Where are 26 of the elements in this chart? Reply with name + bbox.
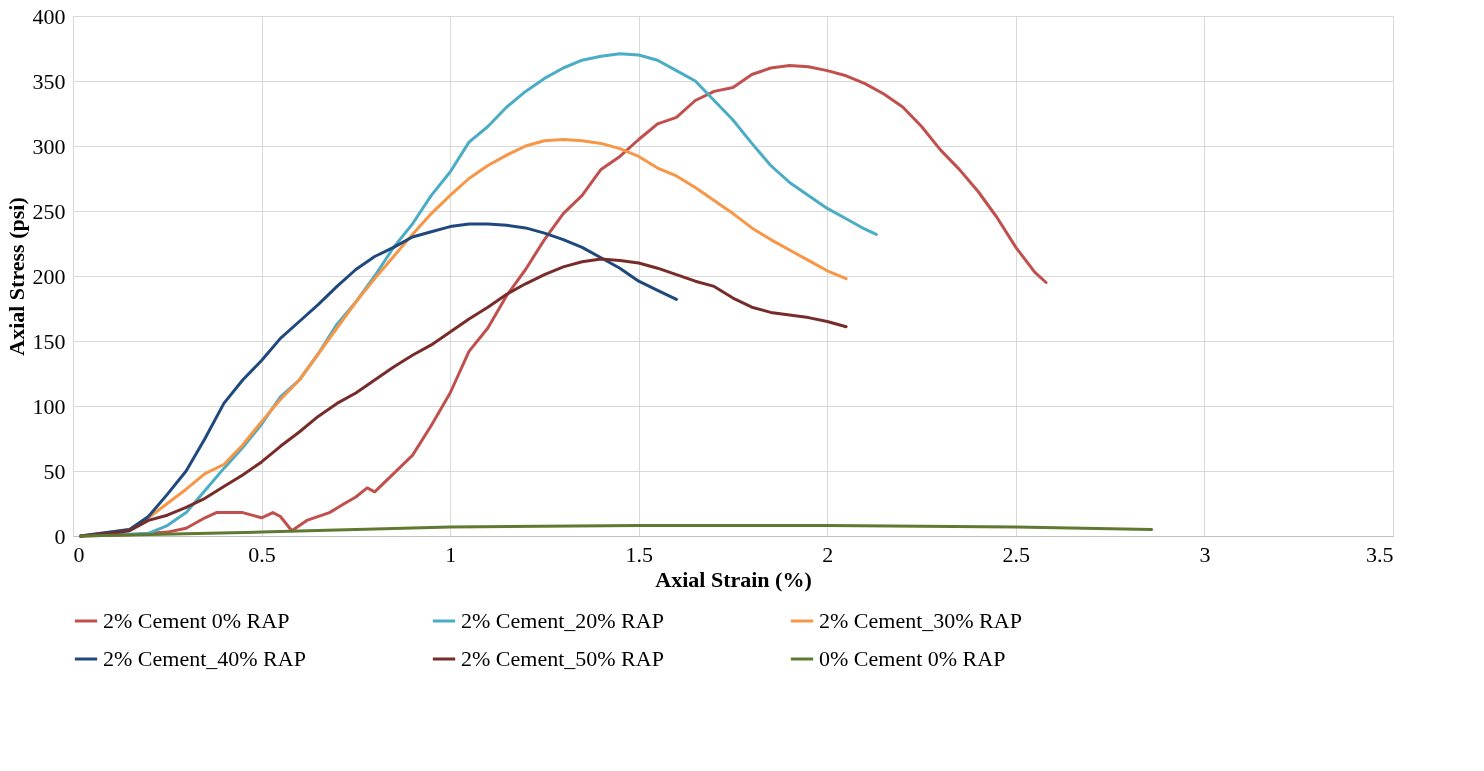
y-tick-label: 350 (32, 68, 66, 94)
y-tick-label: 300 (32, 133, 66, 159)
y-tick-label: 150 (32, 328, 66, 354)
legend-label: 2% Cement_20% RAP (461, 608, 664, 633)
x-tick-label: 3.5 (1366, 541, 1394, 567)
y-tick-label: 200 (32, 263, 66, 289)
y-tick-label: 250 (32, 198, 66, 224)
legend-label: 0% Cement 0% RAP (819, 646, 1006, 671)
y-axis-title: Axial Stress (psi) (3, 197, 29, 356)
x-tick-label: 2 (822, 541, 834, 567)
y-tick-label: 0 (54, 523, 66, 549)
x-tick-label: 2.5 (1002, 541, 1031, 567)
legend-label: 2% Cement 0% RAP (103, 608, 290, 633)
line-series (79, 524, 1154, 538)
x-tick-label: 1.5 (625, 541, 653, 567)
legend-label: 2% Cement_40% RAP (103, 646, 306, 671)
x-tick-label: 0.5 (248, 541, 276, 567)
legend-label: 2% Cement_50% RAP (461, 646, 664, 671)
x-tick-label: 1 (445, 541, 457, 567)
x-axis-title: Axial Strain (%) (655, 566, 812, 592)
y-tick-label: 400 (32, 3, 66, 29)
y-tick-label: 100 (32, 393, 66, 419)
x-tick-label: 3 (1199, 541, 1211, 567)
x-tick-label: 0 (73, 541, 85, 567)
legend-label: 2% Cement_30% RAP (819, 608, 1022, 633)
y-tick-label: 50 (43, 458, 66, 484)
